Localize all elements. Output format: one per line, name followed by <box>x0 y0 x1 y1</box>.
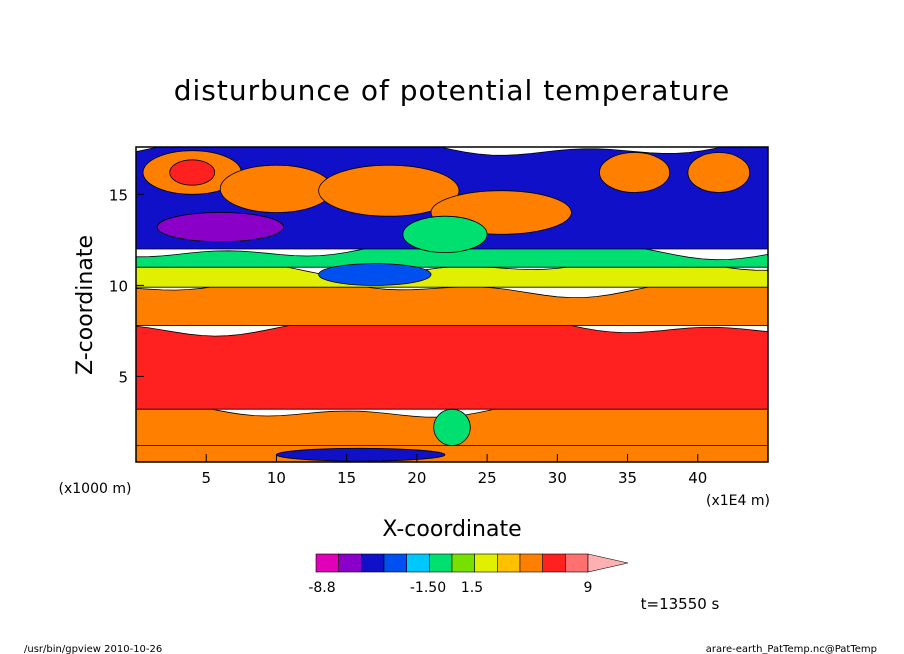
colorbar-segment-9 <box>519 553 544 573</box>
colorbar-segment-2 <box>360 553 385 573</box>
contour-cell-10 <box>433 408 471 446</box>
colorbar-segment-3 <box>383 553 408 573</box>
contour-cell-11 <box>276 447 446 462</box>
contour-cell-2 <box>219 164 333 213</box>
colorbar-label-0: -8.8 <box>308 580 335 596</box>
x-tick-label-5: 30 <box>548 469 567 487</box>
colorbar-segment-4 <box>406 553 430 573</box>
colorbar-label-3: 9 <box>584 580 593 596</box>
y-axis-label: Z-coordinate <box>73 235 98 375</box>
plot-area <box>136 147 768 462</box>
colorbar-segment-10 <box>542 553 566 573</box>
contour-cell-6 <box>687 152 751 193</box>
colorbar-segment-7 <box>474 553 498 573</box>
x-unit-right: (x1E4 m) <box>706 493 770 509</box>
x-tick-label-0: 5 <box>201 469 211 487</box>
x-tick-label-6: 35 <box>618 469 637 487</box>
colorbar-segment-5 <box>428 553 453 573</box>
colorbar <box>315 553 629 573</box>
x-tick-label-7: 40 <box>688 469 707 487</box>
contour-cell-7 <box>156 212 284 243</box>
x-unit-left: (x1000 m) <box>59 481 132 497</box>
colorbar-label-1: -1.50 <box>410 580 446 596</box>
x-tick-label-3: 20 <box>407 469 426 487</box>
time-label: t=13550 s <box>641 595 720 613</box>
colorbar-label-2: 1.5 <box>461 580 483 596</box>
contour-cell-3 <box>318 164 460 217</box>
colorbar-segment-1 <box>338 553 362 573</box>
x-axis-label: X-coordinate <box>382 517 521 542</box>
y-tick-label-1: 10 <box>109 277 128 295</box>
layer-band-0 <box>136 445 768 462</box>
footer-left: /usr/bin/gpview 2010-10-26 <box>24 644 162 654</box>
colorbar-labels: -8.8 -1.50 1.5 9 <box>308 580 592 596</box>
x-tick-label-4: 25 <box>478 469 497 487</box>
x-tick-label-2: 15 <box>337 469 356 487</box>
colorbar-segment-11 <box>564 553 589 573</box>
colorbar-segment-0 <box>315 553 340 573</box>
footer-right: arare-earth_PatTemp.nc@PatTemp <box>706 644 877 654</box>
layer-band-2 <box>136 315 768 410</box>
contour-cell-8 <box>318 263 432 286</box>
y-tick-label-2: 15 <box>109 186 128 204</box>
colorbar-segment-6 <box>451 553 476 573</box>
x-tick-label-1: 10 <box>267 469 286 487</box>
chart-title: disturbunce of potential temperature <box>173 74 731 107</box>
y-tick-label-0: 5 <box>118 368 128 386</box>
contour-cell-1 <box>169 159 216 186</box>
colorbar-segment-8 <box>496 553 521 573</box>
y-axis: 5 10 15 <box>109 186 144 386</box>
contour-cell-5 <box>599 152 671 193</box>
x-axis: 5 10 15 20 25 30 35 40 <box>201 454 707 487</box>
contour-cell-9 <box>402 215 488 253</box>
colorbar-arrow <box>587 553 629 573</box>
plot-frame <box>135 146 769 463</box>
